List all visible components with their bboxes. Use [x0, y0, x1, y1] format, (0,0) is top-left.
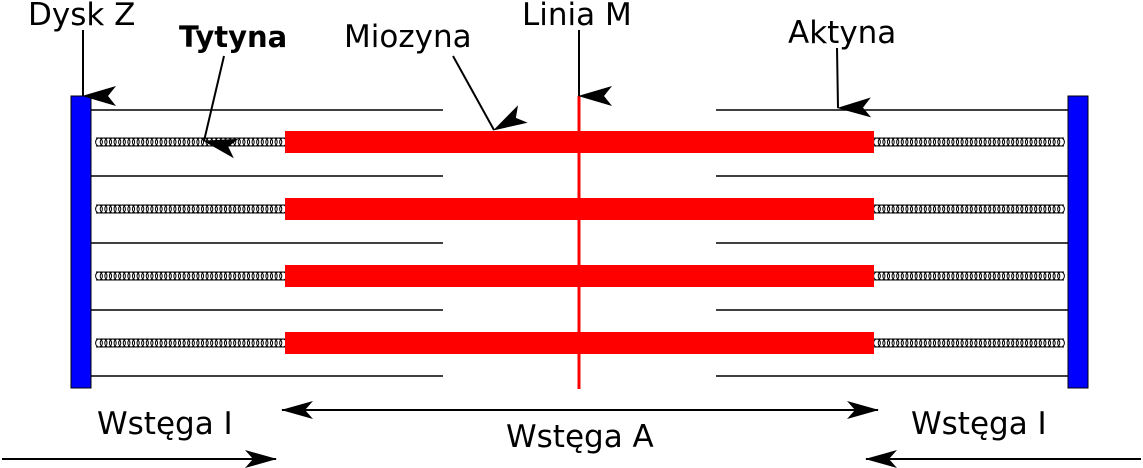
titin-coil-left-3 — [95, 271, 287, 281]
a-band-label: Wstęga A — [506, 419, 654, 455]
i-band-left-label: Wstęga I — [97, 406, 233, 442]
titin-coil-left-1 — [95, 137, 287, 147]
actin-filaments — [90, 109, 1068, 377]
titin-pointer-arrow — [203, 55, 239, 159]
z-disc-label: Dysk Z — [28, 0, 135, 33]
titin-coil-right-2 — [873, 204, 1065, 214]
m-line-label: Linia M — [522, 0, 632, 33]
z-disc-left — [70, 95, 92, 389]
myosin-pointer-arrow — [452, 55, 528, 131]
titin-label: Tytyna — [179, 20, 287, 54]
actin-label: Aktyna — [788, 15, 896, 51]
titin-coil-right-1 — [873, 137, 1065, 147]
titin-coils — [95, 137, 1065, 348]
titin-coil-right-4 — [873, 338, 1065, 348]
i-band-right-label: Wstęga I — [911, 406, 1047, 442]
titin-coil-left-2 — [95, 204, 287, 214]
z-disc-right — [1067, 95, 1089, 389]
myosin-label: Miozyna — [344, 19, 472, 55]
actin-pointer-arrow — [836, 47, 872, 118]
titin-coil-left-4 — [95, 338, 287, 348]
titin-coil-right-3 — [873, 271, 1065, 281]
